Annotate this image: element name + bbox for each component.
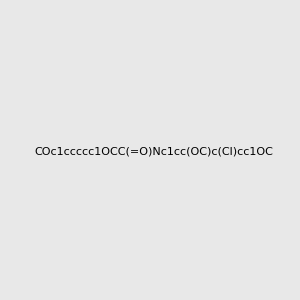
Text: COc1ccccc1OCC(=O)Nc1cc(OC)c(Cl)cc1OC: COc1ccccc1OCC(=O)Nc1cc(OC)c(Cl)cc1OC [34,146,273,157]
